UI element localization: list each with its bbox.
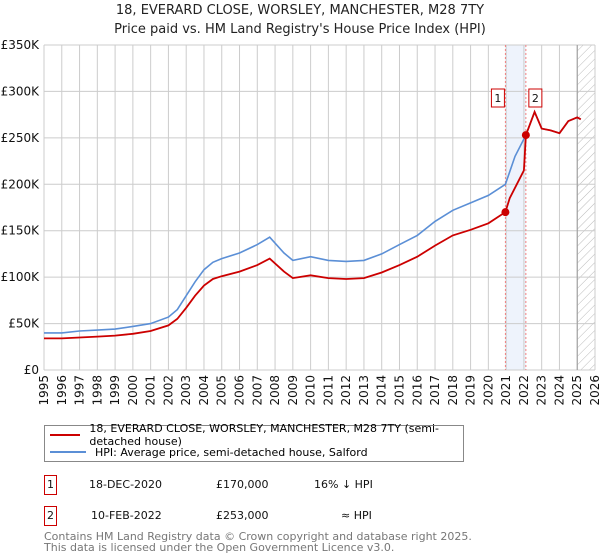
sale-point	[521, 131, 530, 140]
y-tick-label: £200K	[1, 177, 41, 191]
x-tick-label: 2022	[517, 375, 531, 406]
sale-date: 18-DEC-2020	[89, 478, 163, 491]
y-tick-label: £0	[24, 363, 39, 377]
x-tick-label: 2002	[161, 375, 175, 406]
x-tick-label: 2014	[375, 375, 389, 406]
x-tick-label: 2005	[215, 375, 229, 406]
x-tick-label: 2016	[410, 375, 424, 406]
x-tick-label: 2018	[446, 375, 460, 406]
x-tick-label: 2010	[304, 375, 318, 406]
y-tick-label: £50K	[8, 317, 40, 331]
x-tick-label: 2024	[552, 375, 566, 406]
x-tick-label: 2026	[588, 375, 600, 406]
legend-red-line	[50, 434, 81, 436]
x-tick-label: 2003	[179, 375, 193, 406]
x-tick-label: 2013	[357, 375, 371, 406]
chart-subtitle: Price paid vs. HM Land Registry's House …	[114, 22, 486, 37]
sale-marker-badge: 1	[44, 475, 57, 495]
y-tick-label: £150K	[1, 224, 41, 238]
sale-period-shading	[505, 45, 526, 370]
sale-marker-label: 1	[494, 92, 501, 105]
sale-marker-box	[528, 88, 543, 108]
y-tick-label: £300K	[1, 84, 41, 98]
y-tick-label: £350K	[1, 38, 41, 52]
sale-hpi-relation: ≈ HPI	[341, 509, 372, 522]
chart-title: 18, EVERARD CLOSE, WORSLEY, MANCHESTER, …	[115, 3, 485, 18]
x-tick-label: 2020	[481, 375, 495, 406]
x-tick-label: 2015	[392, 375, 406, 406]
footer-licence: This data is licensed under the Open Gov…	[44, 541, 395, 554]
x-tick-label: 2019	[464, 375, 478, 406]
x-tick-label: 2025	[570, 375, 584, 406]
hpi-line	[44, 109, 582, 334]
sale-hpi-relation: 16% ↓ HPI	[314, 478, 373, 491]
footer-copyright: Contains HM Land Registry data © Crown c…	[44, 530, 472, 543]
sale-marker-box	[490, 88, 505, 108]
x-tick-label: 1997	[73, 375, 87, 406]
legend-property: 18, EVERARD CLOSE, WORSLEY, MANCHESTER, …	[89, 422, 440, 448]
price-chart: 1995 1996 1997 1998 1999 2000 2001 2002 2003 2004…	[1, 38, 600, 406]
x-tick-label: 2021	[499, 375, 513, 406]
footer: Contains HM Land Registry data © Crown c…	[44, 531, 472, 553]
sale-marker-label: 2	[532, 92, 539, 105]
sale-point	[501, 208, 510, 217]
x-tick-label: 1998	[90, 375, 104, 406]
x-tick-label: 2012	[339, 375, 353, 406]
x-tick-label: 2023	[535, 375, 549, 406]
sale-price: £170,000	[216, 478, 269, 491]
x-tick-label: 1999	[108, 375, 122, 406]
x-tick-label: 2017	[428, 375, 442, 406]
legend: 18, EVERARD CLOSE, WORSLEY, MANCHESTER, …	[44, 422, 464, 462]
y-tick-label: £250K	[1, 131, 41, 145]
forecast-hatch	[577, 45, 595, 370]
x-tick-label: 1995	[37, 375, 51, 406]
sale-price: £253,000	[216, 509, 269, 522]
x-tick-label: 2004	[197, 375, 211, 406]
sale-date: 10-FEB-2022	[91, 509, 162, 522]
x-tick-label: 2000	[126, 375, 140, 406]
legend-blue-line	[50, 451, 86, 453]
property-price-line	[44, 109, 582, 340]
x-tick-label: 1996	[55, 375, 69, 406]
x-tick-label: 2008	[268, 375, 282, 406]
x-tick-label: 2011	[321, 375, 335, 406]
x-tick-label: 2007	[250, 375, 264, 406]
x-tick-label: 2006	[233, 375, 247, 406]
legend-hpi: HPI: Average price, semi-detached house,…	[95, 445, 368, 459]
y-tick-label: £100K	[1, 270, 41, 284]
x-tick-label: 2001	[144, 375, 158, 406]
x-tick-label: 2009	[286, 375, 300, 406]
sale-marker-badge: 2	[44, 506, 57, 526]
